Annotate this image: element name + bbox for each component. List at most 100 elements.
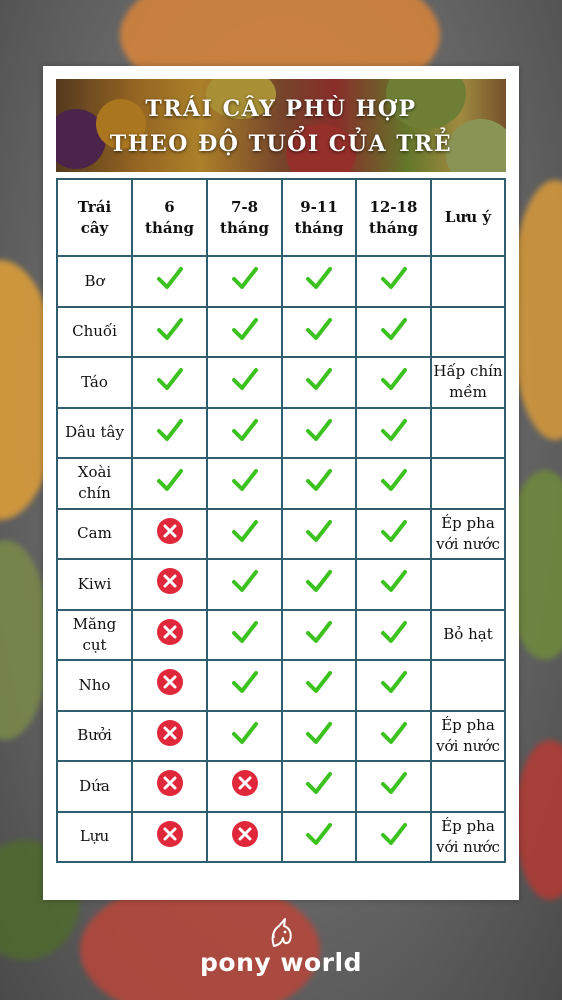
cell-6-months <box>131 608 208 661</box>
cell-9-11-months <box>281 406 357 459</box>
fruit-name: Nho <box>56 659 133 712</box>
cell-6-months <box>131 305 208 358</box>
cell-12-18-months <box>355 507 432 560</box>
red-x-circle-icon <box>156 719 183 746</box>
table-row: Dâu tây <box>56 406 506 459</box>
green-check-icon <box>306 469 332 492</box>
green-check-icon <box>156 469 183 492</box>
title-banner: TRÁI CÂY PHÙ HỢP THEO ĐỘ TUỔI CỦA TRẺ <box>56 79 506 172</box>
green-check-icon <box>380 570 407 593</box>
green-check-icon <box>306 418 332 441</box>
header-7-8-months: 7-8 tháng <box>206 178 283 257</box>
fruit-name: Dứa <box>56 760 133 813</box>
cell-9-11-months <box>281 305 357 358</box>
cell-12-18-months <box>355 457 432 510</box>
cell-12-18-months <box>355 659 432 712</box>
green-check-icon <box>306 772 332 795</box>
cell-6-months <box>131 810 208 863</box>
fruit-name: Măng cụt <box>56 608 133 661</box>
header-9-11-months: 9-11 tháng <box>281 178 357 257</box>
header-12-18-months: 12-18 tháng <box>355 178 432 257</box>
title-line-2: THEO ĐỘ TUỔI CỦA TRẺ <box>109 131 453 157</box>
fruit-name: Xoài chín <box>56 457 133 510</box>
cell-6-months <box>131 457 208 510</box>
fruit-name: Bưởi <box>56 709 133 762</box>
green-check-icon <box>306 671 332 694</box>
green-check-icon <box>231 469 258 492</box>
cell-6-months <box>131 356 208 409</box>
header-note: Lưu ý <box>430 178 506 257</box>
green-check-icon <box>231 368 258 391</box>
table-body: Bơ Chuối Táo Hấp chín mềm Dâu tây Xoài chín Cam É… <box>56 255 506 863</box>
note-cell <box>430 760 506 813</box>
fruit-name: Chuối <box>56 305 133 358</box>
cell-7-8-months <box>206 608 283 661</box>
fruit-name: Dâu tây <box>56 406 133 459</box>
cell-6-months <box>131 760 208 813</box>
infographic-card: TRÁI CÂY PHÙ HỢP THEO ĐỘ TUỔI CỦA TRẺ Tr… <box>43 66 519 900</box>
green-check-icon <box>231 317 258 340</box>
table-row: Xoài chín <box>56 457 506 510</box>
green-check-icon <box>380 519 407 542</box>
cell-9-11-months <box>281 810 357 863</box>
cell-7-8-months <box>206 760 283 813</box>
cell-12-18-months <box>355 255 432 308</box>
note-cell: Ép pha với nước <box>430 507 506 560</box>
green-check-icon <box>380 368 407 391</box>
green-check-icon <box>380 418 407 441</box>
green-check-icon <box>380 822 407 845</box>
cell-7-8-months <box>206 659 283 712</box>
cell-7-8-months <box>206 406 283 459</box>
red-x-circle-icon <box>156 618 183 645</box>
green-check-icon <box>380 772 407 795</box>
cell-9-11-months <box>281 356 357 409</box>
green-check-icon <box>231 418 258 441</box>
green-check-icon <box>231 620 258 643</box>
header-fruit: Trái cây <box>56 178 133 257</box>
fruit-name: Bơ <box>56 255 133 308</box>
green-check-icon <box>380 721 407 744</box>
cell-6-months <box>131 558 208 611</box>
cell-9-11-months <box>281 709 357 762</box>
cell-6-months <box>131 709 208 762</box>
green-check-icon <box>156 368 183 391</box>
green-check-icon <box>380 267 407 290</box>
green-check-icon <box>231 267 258 290</box>
cell-7-8-months <box>206 356 283 409</box>
note-cell <box>430 255 506 308</box>
green-check-icon <box>231 721 258 744</box>
cell-6-months <box>131 659 208 712</box>
table-row: Dứa <box>56 760 506 813</box>
red-x-circle-icon <box>156 517 183 544</box>
red-x-circle-icon <box>231 820 258 847</box>
note-cell: Ép pha với nước <box>430 810 506 863</box>
cell-7-8-months <box>206 507 283 560</box>
green-check-icon <box>380 671 407 694</box>
green-check-icon <box>306 620 332 643</box>
cell-6-months <box>131 255 208 308</box>
cell-9-11-months <box>281 255 357 308</box>
green-check-icon <box>380 469 407 492</box>
green-check-icon <box>156 317 183 340</box>
green-check-icon <box>306 519 332 542</box>
green-check-icon <box>231 671 258 694</box>
red-x-circle-icon <box>156 669 183 696</box>
red-x-circle-icon <box>156 770 183 797</box>
table-row: Lựu Ép pha với nước <box>56 810 506 863</box>
cell-7-8-months <box>206 810 283 863</box>
cell-7-8-months <box>206 457 283 510</box>
table-row: Măng cụt Bỏ hạt <box>56 608 506 661</box>
red-x-circle-icon <box>156 568 183 595</box>
unicorn-icon <box>271 918 292 947</box>
cell-12-18-months <box>355 709 432 762</box>
green-check-icon <box>306 721 332 744</box>
table-row: Nho <box>56 659 506 712</box>
cell-12-18-months <box>355 406 432 459</box>
fruit-name: Lựu <box>56 810 133 863</box>
header-6-months: 6 tháng <box>131 178 208 257</box>
table-row: Chuối <box>56 305 506 358</box>
fruit-name: Cam <box>56 507 133 560</box>
cell-7-8-months <box>206 709 283 762</box>
green-check-icon <box>231 570 258 593</box>
note-cell: Bỏ hạt <box>430 608 506 661</box>
